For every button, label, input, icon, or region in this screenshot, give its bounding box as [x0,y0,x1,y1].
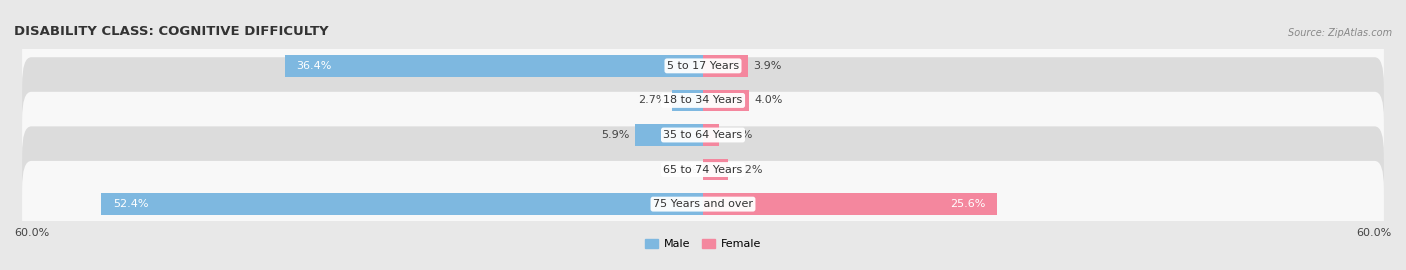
Text: 60.0%: 60.0% [14,228,49,238]
Text: 2.7%: 2.7% [638,95,666,106]
Bar [703,55,748,77]
Text: 0.0%: 0.0% [669,164,697,175]
Text: 2.2%: 2.2% [734,164,762,175]
FancyBboxPatch shape [22,57,1384,144]
Bar [636,124,703,146]
Text: 3.9%: 3.9% [754,61,782,71]
Text: Source: ZipAtlas.com: Source: ZipAtlas.com [1288,28,1392,38]
FancyBboxPatch shape [22,161,1384,247]
Text: 52.4%: 52.4% [112,199,148,209]
Bar [703,90,749,111]
Text: 5.9%: 5.9% [602,130,630,140]
Bar [672,90,703,111]
Bar [101,193,703,215]
Text: 18 to 34 Years: 18 to 34 Years [664,95,742,106]
Text: 35 to 64 Years: 35 to 64 Years [664,130,742,140]
Text: 4.0%: 4.0% [755,95,783,106]
Bar [703,124,718,146]
Text: 75 Years and over: 75 Years and over [652,199,754,209]
FancyBboxPatch shape [22,23,1384,109]
FancyBboxPatch shape [22,126,1384,213]
Text: 65 to 74 Years: 65 to 74 Years [664,164,742,175]
Text: 1.4%: 1.4% [725,130,754,140]
Text: 60.0%: 60.0% [1357,228,1392,238]
Text: 36.4%: 36.4% [297,61,332,71]
Text: DISABILITY CLASS: COGNITIVE DIFFICULTY: DISABILITY CLASS: COGNITIVE DIFFICULTY [14,25,329,38]
Bar [703,159,728,180]
Legend: Male, Female: Male, Female [641,235,765,254]
Text: 5 to 17 Years: 5 to 17 Years [666,61,740,71]
Bar [703,193,997,215]
Bar [285,55,703,77]
Text: 25.6%: 25.6% [950,199,986,209]
FancyBboxPatch shape [22,92,1384,178]
